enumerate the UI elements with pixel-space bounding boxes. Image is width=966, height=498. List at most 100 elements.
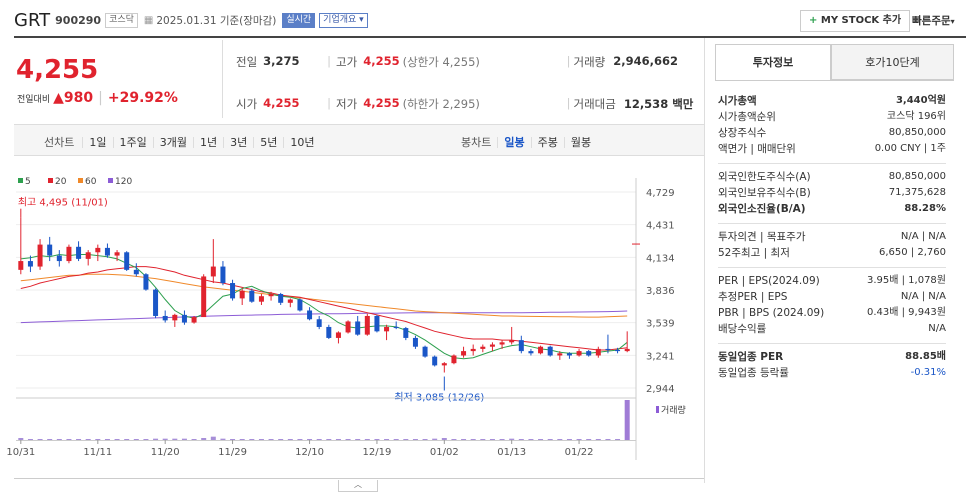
ma-line-ma20 — [20, 266, 628, 351]
volume-bar — [384, 439, 390, 440]
prev-close-value: 3,275 — [263, 54, 300, 68]
info-group: 투자의견 | 목표주가 N/A | N/A 52주최고 | 최저 6,650 | 2,… — [718, 224, 946, 268]
volume-bar — [47, 439, 53, 440]
candle-body — [191, 317, 197, 323]
tf-10y[interactable]: 10년 — [283, 136, 320, 148]
tab-monthly[interactable]: 월봉 — [563, 136, 597, 148]
tf-5y[interactable]: 5년 — [253, 136, 283, 148]
tab-daily[interactable]: 일봉 — [497, 136, 530, 148]
volume-bar — [412, 439, 418, 440]
divider — [715, 80, 954, 81]
info-row: 외국인보유주식수(B) 71,375,628 — [718, 185, 946, 201]
info-label: 외국인보유주식수(B) — [718, 187, 811, 199]
volume-bar — [403, 439, 409, 440]
current-price: 4,255 — [16, 55, 98, 85]
price-chart[interactable]: 4,729 4,431 4,134 3,836 3,539 3,241 2,944 5 20 60… — [0, 170, 704, 470]
info-row: 시가총액 3,440억원 — [718, 93, 946, 109]
volume-bar — [586, 439, 592, 440]
info-value: 6,650 | 2,760 — [879, 247, 946, 258]
volume-bar — [489, 439, 495, 440]
candle-body — [104, 247, 110, 256]
candle-body — [412, 337, 418, 347]
info-row: 외국인소진율(B/A) 88.28% — [718, 201, 946, 217]
candle-body — [316, 319, 322, 327]
ma-line-ma60 — [20, 273, 628, 318]
my-stock-add-button[interactable]: + MY STOCK 추가 — [800, 10, 911, 32]
volume-bar — [595, 439, 601, 440]
candle-body — [586, 351, 592, 356]
stock-header: GRT 900290 코스닥 ▦ 2025.01.31 기준(장마감) 실시간 … — [14, 10, 368, 31]
tab-weekly[interactable]: 주봉 — [530, 136, 564, 148]
info-value: 3.95배 | 1,078원 — [866, 275, 946, 286]
volume-bar — [528, 439, 534, 440]
invest-info-panel: 시가총액 3,440억원 시가총액순위 코스닥 196위 상장주식수 80,850,000… — [718, 88, 946, 387]
info-row: PER | EPS(2024.09) 3.95배 | 1,078원 — [718, 273, 946, 289]
volume-bar — [307, 439, 313, 440]
volume-bar — [518, 439, 524, 440]
change-row: 전일대비 ▲ 980 | +29.92% — [17, 90, 178, 106]
candle-body — [37, 244, 43, 267]
candle-body — [566, 353, 572, 356]
info-value: 코스닥 196위 — [886, 111, 946, 122]
realtime-badge[interactable]: 실시간 — [282, 13, 316, 28]
volume-label: 거래량 — [573, 55, 606, 69]
tf-1d[interactable]: 1일 — [82, 136, 112, 148]
divider: | — [327, 96, 332, 110]
volume-bar — [422, 439, 428, 440]
lower-limit-note: (하한가 2,295) — [402, 97, 480, 111]
stock-code: 900290 — [55, 14, 102, 27]
tf-1w[interactable]: 1주일 — [112, 136, 153, 148]
ma-line-ma5 — [20, 253, 628, 360]
volume-bar — [547, 439, 553, 440]
candle-body — [27, 261, 33, 267]
candle-body — [133, 269, 139, 275]
info-group: 시가총액 3,440억원 시가총액순위 코스닥 196위 상장주식수 80,850,000… — [718, 88, 946, 164]
tf-3y[interactable]: 3년 — [223, 136, 253, 148]
info-row: 액면가 | 매매단위 0.00 CNY | 1주 — [718, 141, 946, 157]
volume-bar — [557, 439, 563, 440]
candle-body — [403, 328, 409, 338]
volume-bar — [451, 439, 457, 440]
current-price-value: 4,255 — [16, 55, 99, 85]
volume-bar — [393, 439, 399, 440]
candle-body — [451, 355, 457, 364]
info-group: 동일업종 PER 88.85배 동일업종 등락률 -0.31% — [718, 344, 946, 387]
info-label: 시가총액 — [718, 95, 757, 107]
candle-body — [605, 348, 611, 351]
tab-invest-info[interactable]: 투자정보 — [715, 44, 831, 80]
info-label: 투자의견 | 목표주가 — [718, 231, 806, 243]
info-row: 동일업종 등락률 -0.31% — [718, 365, 946, 381]
info-row: 외국인한도주식수(A) 80,850,000 — [718, 169, 946, 185]
tf-3m[interactable]: 3개월 — [152, 136, 193, 148]
info-value: 71,375,628 — [888, 187, 946, 198]
info-group: 외국인한도주식수(A) 80,850,000 외국인보유주식수(B) 71,375,6… — [718, 164, 946, 224]
volume-bar — [268, 439, 274, 440]
x-tick-label: 12/19 — [363, 447, 392, 458]
candle-body — [239, 290, 245, 299]
candle-body — [499, 342, 505, 345]
x-tick-label: 11/29 — [218, 447, 247, 458]
volume-bar — [153, 438, 159, 440]
candle-body — [422, 346, 428, 357]
candle-body — [76, 246, 82, 259]
candle-chart-label: 봉차트 — [461, 136, 492, 149]
volume-bar — [278, 439, 284, 440]
volume-bar — [143, 439, 149, 440]
tab-orderbook[interactable]: 호가10단계 — [831, 44, 954, 80]
info-value: 0.00 CNY | 1주 — [874, 143, 946, 154]
quick-order-button[interactable]: 빠른주문▾ — [912, 13, 955, 28]
tf-1y[interactable]: 1년 — [193, 136, 223, 148]
volume-bar — [18, 438, 24, 440]
candle-body — [258, 296, 264, 302]
candle-body — [95, 247, 101, 253]
info-row: 상장주식수 80,850,000 — [718, 125, 946, 141]
market-badge: 코스닥 — [105, 13, 138, 28]
volume-bar — [364, 439, 370, 440]
collapse-toggle-button[interactable]: ︿ — [338, 480, 378, 492]
volume-bar — [432, 438, 438, 440]
volume-bar — [56, 439, 62, 440]
company-overview-button[interactable]: 기업개요 ▾ — [319, 13, 368, 28]
chevron-up-icon: ︿ — [354, 480, 362, 489]
open-label: 시가 — [236, 97, 258, 111]
y-tick-label: 4,431 — [646, 221, 675, 232]
